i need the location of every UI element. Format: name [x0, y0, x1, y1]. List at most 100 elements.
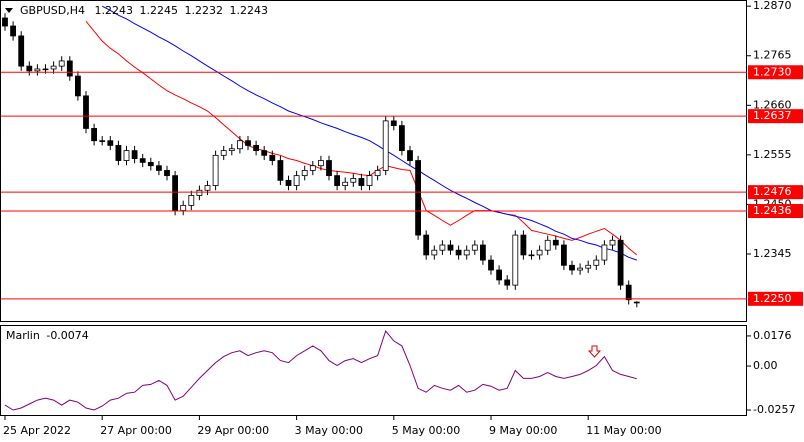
candle-body	[536, 249, 543, 256]
header: GBPUSD,H4 1.2243 1.2245 1.2232 1.2243	[20, 4, 268, 17]
indicator-label: Marlin -0.0074	[6, 329, 89, 342]
candle-body	[301, 170, 308, 177]
candle-body	[269, 154, 276, 161]
level-label-box	[748, 109, 803, 124]
y-tick-label: 1.2660	[753, 98, 792, 111]
candle-body	[374, 170, 381, 177]
moving-average	[101, 5, 637, 261]
candle-body	[228, 148, 235, 152]
candle-body	[528, 254, 535, 257]
candle-body	[155, 165, 162, 171]
candle-body	[407, 150, 413, 161]
candle-body	[544, 239, 551, 251]
candle-body	[512, 234, 519, 286]
x-tick-label: 9 May 00:00	[489, 424, 557, 437]
x-tick-label: 25 Apr 2022	[3, 424, 71, 437]
indicator-value: -0.0074	[46, 329, 88, 342]
candle-body	[172, 175, 179, 211]
candle-body	[115, 145, 122, 161]
candle-body	[18, 35, 25, 67]
candle-body	[577, 267, 583, 271]
open-price: 1.2243	[94, 4, 133, 17]
candle-body	[131, 150, 138, 160]
indicator-line	[4, 329, 637, 411]
level-label: 1.2436	[753, 204, 792, 217]
level-label: 1.2250	[753, 292, 792, 305]
x-tick-label: 27 Apr 00:00	[100, 424, 172, 437]
level-label-box	[748, 291, 803, 306]
y-tick-label: 1.2765	[753, 49, 792, 62]
candle-body	[277, 160, 284, 181]
candle-body	[471, 244, 478, 251]
candle-body	[552, 239, 559, 246]
level-label-box	[748, 185, 803, 200]
candle-body	[204, 185, 211, 191]
y-tick-label: -0.0257	[753, 403, 795, 416]
y-tick-label: 1.2555	[753, 148, 792, 161]
x-tick-label: 5 May 00:00	[392, 424, 460, 437]
signal-arrow	[587, 345, 602, 358]
symbol: GBPUSD,H4	[20, 4, 85, 17]
candle-body	[253, 145, 260, 152]
candle-body	[350, 178, 357, 183]
candle-body	[261, 150, 268, 156]
candle-body	[455, 249, 462, 256]
level-label: 1.2476	[753, 185, 792, 198]
candle-body	[139, 158, 146, 163]
menu-triangle	[5, 8, 13, 13]
candle-body	[245, 140, 251, 146]
candle-body	[415, 160, 422, 236]
level-label: 1.2730	[753, 65, 792, 78]
x-tick-label: 11 May 00:00	[586, 424, 661, 437]
candle-body	[66, 60, 73, 77]
candle-body	[398, 125, 405, 152]
candle-body	[609, 239, 616, 246]
close-price: 1.2243	[229, 4, 268, 17]
level-label-box	[748, 204, 803, 219]
candle-body	[625, 284, 632, 301]
candle-body	[42, 68, 49, 71]
x-tick-label: 3 May 00:00	[295, 424, 363, 437]
candle-body	[439, 244, 446, 251]
candle-body	[188, 195, 195, 206]
candle-body	[479, 244, 486, 261]
candle-body	[2, 17, 8, 27]
indicator-frame	[0, 325, 747, 416]
candle-body	[633, 301, 640, 304]
candle-body	[520, 234, 527, 256]
candle-body	[10, 25, 17, 37]
candle-body	[593, 259, 600, 266]
y-tick-label: 0.00	[753, 359, 778, 372]
candle-body	[50, 65, 57, 70]
candle-body	[123, 150, 130, 161]
candle-body	[601, 244, 608, 261]
candle-body	[390, 120, 397, 127]
candle-body	[504, 279, 511, 286]
level-label: 1.2637	[753, 109, 792, 122]
candle-body	[423, 234, 430, 256]
y-tick-label: 0.0176	[753, 329, 792, 342]
candle-body	[212, 154, 219, 186]
level-label-box	[748, 65, 803, 80]
candle-body	[463, 249, 470, 256]
candle-body	[366, 175, 373, 186]
high-price: 1.2245	[139, 4, 178, 17]
candle-body	[382, 120, 389, 171]
candle-body	[220, 150, 227, 156]
candle-body	[326, 160, 332, 177]
candle-body	[561, 244, 567, 266]
y-tick-label: 1.2870	[753, 0, 792, 12]
candle-body	[26, 65, 33, 72]
candle-body	[147, 162, 154, 167]
candle-body	[83, 95, 89, 129]
candle-body	[180, 204, 187, 211]
candle-body	[91, 128, 97, 142]
candle-body	[334, 175, 341, 186]
plot	[1, 5, 747, 411]
candle-body	[317, 160, 324, 167]
candle-body	[34, 68, 41, 72]
y-tick-label: 1.2345	[753, 247, 792, 260]
candle-body	[107, 140, 114, 146]
